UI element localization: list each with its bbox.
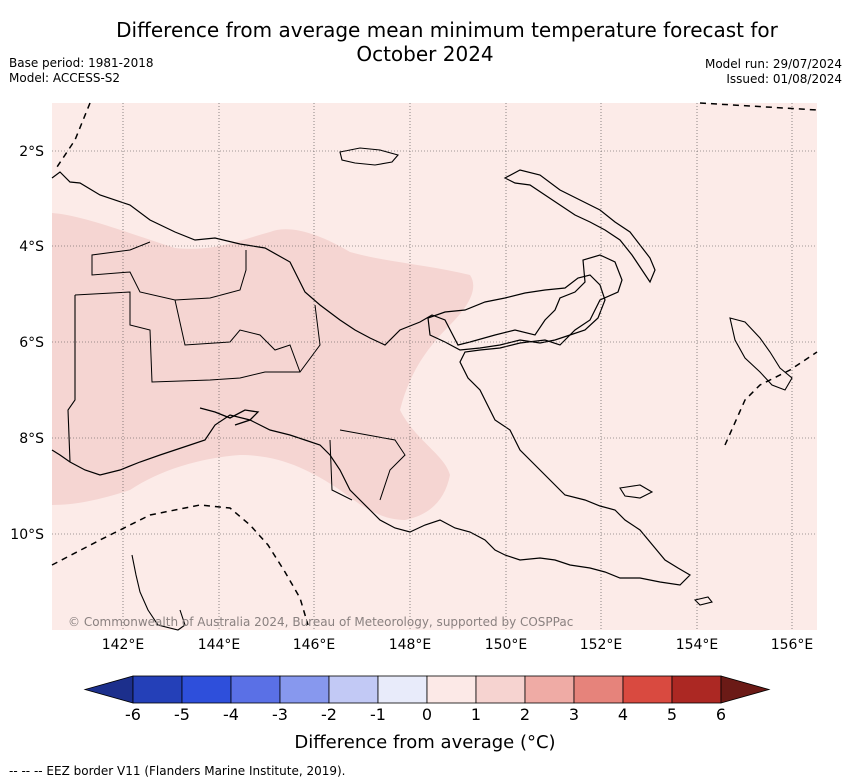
colorbar-extend-low [83,675,134,704]
lat-label: 4°S [19,239,44,255]
colorbar-tick-label: 0 [421,705,433,724]
model-name: Model: ACCESS-S2 [9,71,121,85]
colorbar-bin [671,675,722,704]
colorbar-tick-label: 3 [568,705,580,724]
colorbar-bin [377,675,428,704]
colorbar-bin [181,675,232,704]
colorbar-title: Difference from average (°C) [294,732,556,753]
lat-label: 6°S [19,335,44,351]
colorbar-tick-label: 4 [617,705,629,724]
international-border [67,295,76,463]
colorbar [83,675,771,704]
lon-label: 146°E [293,637,336,653]
coastline-new-guinea [51,171,691,586]
colorbar-tick-label: 1 [470,705,482,724]
colorbar-bin [279,675,330,704]
colorbar-extend-high [720,675,771,704]
coastline-fergusson [619,484,654,499]
coastline-cape-york [131,554,186,631]
colorbar-tick-label: -6 [125,705,141,724]
colorbar-tick-label: -1 [370,705,386,724]
anomaly-1-to-2-area [52,213,474,520]
colorbar-bin [573,675,624,704]
coastline-new-ireland [503,169,656,284]
eez-footnote: -- -- -- EEZ border V11 (Flanders Marine… [9,764,346,778]
colorbar-tick-label: -3 [272,705,288,724]
province-boundaries [74,241,406,501]
title-line-2: October 2024 [356,42,494,66]
coastline-new-britain [427,274,606,351]
colorbar-tick-label: -2 [321,705,337,724]
run-info: Model run: 29/07/2024 Issued: 01/08/2024 [705,57,842,87]
lon-label: 156°E [771,637,814,653]
model-info: Base period: 1981-2018 Model: ACCESS-S2 [9,56,154,86]
coastline-rossel [693,596,713,606]
lon-label: 148°E [389,637,432,653]
coastline-bougainville [729,317,793,391]
colorbar-bin [328,675,379,704]
title-line-1: Difference from average mean minimum tem… [116,18,778,42]
coastline-manus [339,147,399,166]
gridlines [52,103,817,630]
lon-label: 150°E [485,637,528,653]
colorbar-tick-label: 2 [519,705,531,724]
eez-segment [54,102,91,171]
colorbar-bin [524,675,575,704]
eez-border [51,102,818,626]
copyright-text: © Commonwealth of Australia 2024, Bureau… [68,615,573,629]
lon-label: 142°E [102,637,145,653]
colorbar-bin [230,675,281,704]
colorbar-tick-label: 6 [715,705,727,724]
colorbar-bin [132,675,183,704]
base-period: Base period: 1981-2018 [9,56,154,70]
lat-label: 2°S [19,144,44,160]
lon-label: 152°E [580,637,623,653]
lat-label: 8°S [19,431,44,447]
lat-label: 10°S [10,527,44,543]
river-fly [199,407,260,426]
map-title: Difference from average mean minimum tem… [0,18,850,66]
lon-label: 154°E [676,637,719,653]
eez-segment [699,102,818,111]
colorbar-tick-label: 5 [666,705,678,724]
colorbar-tick-label: -5 [174,705,190,724]
colorbar-bin [475,675,526,704]
colorbar-bin [426,675,477,704]
eez-segment [724,351,818,446]
model-run-date: Model run: 29/07/2024 [704,57,842,71]
lon-label: 144°E [198,637,241,653]
colorbar-tick-label: -4 [223,705,239,724]
colorbar-bin [622,675,673,704]
eez-segment [51,504,309,626]
issued-date: Issued: 01/08/2024 [726,72,842,86]
